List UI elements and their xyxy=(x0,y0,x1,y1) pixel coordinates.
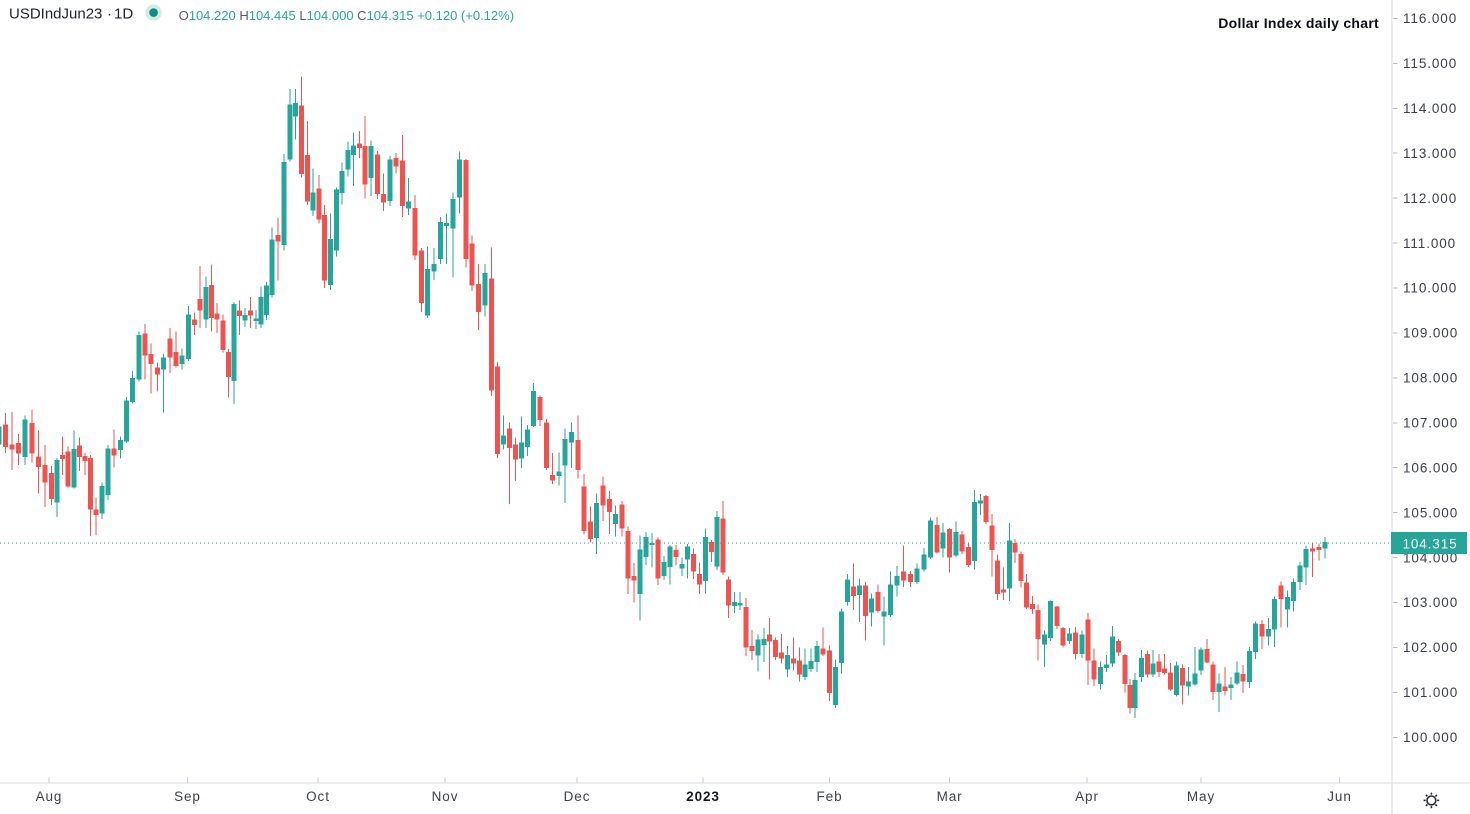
svg-text:105.000: 105.000 xyxy=(1403,505,1458,520)
svg-text:104.000: 104.000 xyxy=(1403,550,1458,565)
svg-text:Feb: Feb xyxy=(817,789,843,804)
svg-text:102.000: 102.000 xyxy=(1403,640,1458,655)
svg-text:Aug: Aug xyxy=(36,789,63,804)
svg-text:115.000: 115.000 xyxy=(1403,56,1457,71)
svg-text:May: May xyxy=(1187,789,1215,804)
svg-text:100.000: 100.000 xyxy=(1403,730,1458,745)
svg-text:Nov: Nov xyxy=(432,789,459,804)
svg-text:1D: 1D xyxy=(114,6,133,23)
svg-text:103.000: 103.000 xyxy=(1403,595,1458,610)
svg-text:Sep: Sep xyxy=(174,789,201,804)
svg-text:Oct: Oct xyxy=(306,789,330,804)
svg-text:111.000: 111.000 xyxy=(1403,236,1456,251)
svg-text:Apr: Apr xyxy=(1075,789,1099,804)
svg-text:116.000: 116.000 xyxy=(1403,11,1457,26)
svg-text:O104.220 H104.445 L104.000 C10: O104.220 H104.445 L104.000 C104.315 +0.1… xyxy=(179,8,514,23)
svg-text:114.000: 114.000 xyxy=(1403,101,1457,116)
svg-text:106.000: 106.000 xyxy=(1403,460,1458,475)
svg-text:USDIndJun23: USDIndJun23 xyxy=(9,6,102,23)
svg-text:104.315: 104.315 xyxy=(1402,537,1457,552)
svg-text:107.000: 107.000 xyxy=(1403,416,1458,431)
svg-text:109.000: 109.000 xyxy=(1403,326,1458,341)
svg-text:110.000: 110.000 xyxy=(1403,281,1457,296)
svg-text:101.000: 101.000 xyxy=(1403,685,1458,700)
svg-text:112.000: 112.000 xyxy=(1403,191,1457,206)
svg-text:Dec: Dec xyxy=(564,789,591,804)
svg-text:Jun: Jun xyxy=(1327,789,1351,804)
svg-text:2023: 2023 xyxy=(686,789,720,804)
svg-text:Mar: Mar xyxy=(937,789,963,804)
svg-text:113.000: 113.000 xyxy=(1403,146,1457,161)
svg-text:108.000: 108.000 xyxy=(1403,371,1458,386)
svg-text:Dollar Index daily chart: Dollar Index daily chart xyxy=(1218,15,1379,31)
svg-text:·: · xyxy=(107,6,112,23)
